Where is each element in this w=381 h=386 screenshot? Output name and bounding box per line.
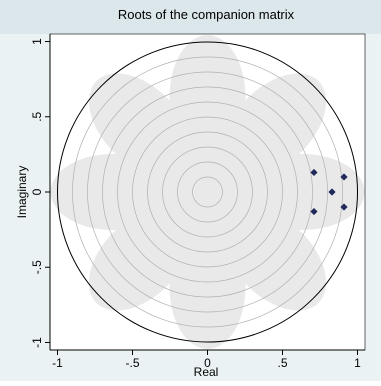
reference-circle [117, 101, 298, 283]
root-points [310, 168, 348, 216]
reference-circle [132, 116, 283, 268]
reference-circle [192, 176, 223, 208]
x-tick-label: 0 [204, 356, 211, 370]
root-point [340, 173, 348, 181]
title-band [0, 0, 381, 34]
y-tick-label: -.5 [30, 260, 44, 274]
watermark-petal [50, 154, 175, 230]
reference-circle [162, 146, 253, 238]
unit-circle [57, 41, 358, 343]
watermark-petal [223, 73, 327, 177]
watermark-petal [88, 73, 192, 177]
x-tick-label: -.5 [125, 356, 139, 370]
watermark-petal [223, 207, 327, 311]
reference-circle [87, 71, 328, 313]
watermark-petal [169, 35, 246, 159]
x-tick-label: -1 [52, 356, 63, 370]
root-point [310, 207, 318, 216]
x-axis-label: Real [194, 365, 219, 379]
root-point [310, 168, 318, 177]
y-tick-label: 1 [30, 38, 44, 45]
y-axis-ticks: -1 -.5 0 .5 1 [30, 38, 50, 348]
reference-circles [57, 41, 358, 343]
x-tick-label: 1 [354, 356, 361, 370]
y-axis-label: Imaginary [15, 166, 29, 219]
y-tick-label: .5 [30, 111, 44, 121]
watermark-petal [88, 207, 192, 311]
reference-circle [72, 56, 343, 328]
x-axis-ticks: -1 -.5 0 .5 1 [52, 350, 361, 370]
watermark-center [162, 147, 253, 237]
reference-circle [147, 131, 268, 253]
reference-circle [177, 161, 238, 223]
x-tick-label: .5 [277, 356, 287, 370]
watermark-petal [240, 154, 365, 230]
root-point [328, 188, 336, 196]
y-tick-label: -1 [30, 337, 44, 348]
watermark-petal [169, 225, 246, 349]
background-watermark [50, 35, 365, 349]
chart-title: Roots of the companion matrix [118, 7, 295, 22]
y-tick-label: 0 [30, 188, 44, 195]
reference-circle [102, 86, 313, 298]
root-point [340, 203, 348, 211]
